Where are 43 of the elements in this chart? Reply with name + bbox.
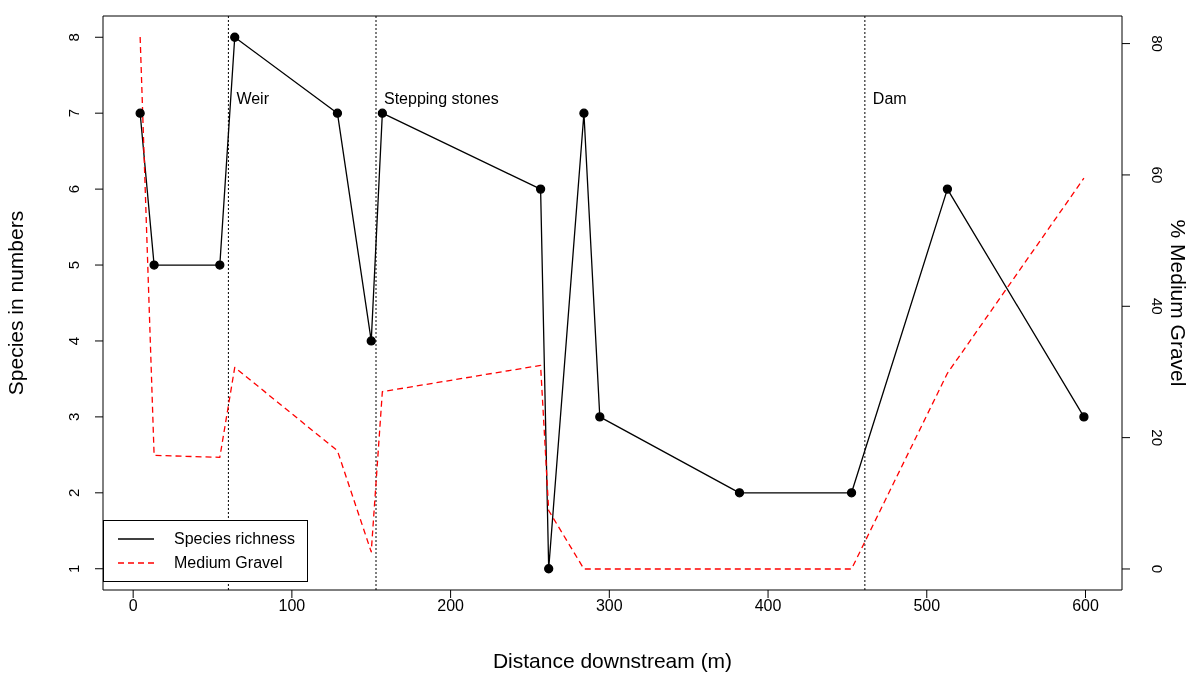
point <box>135 108 145 118</box>
x-tick-label: 500 <box>913 597 941 615</box>
legend-label: Species richness <box>174 530 295 548</box>
y-tick-label: 5 <box>65 260 82 270</box>
ref-line-label: Dam <box>872 90 907 107</box>
point <box>377 108 387 118</box>
point <box>535 184 546 194</box>
x-tick-label: 100 <box>278 597 306 615</box>
y2-tick-label: 20 <box>1149 429 1166 446</box>
point <box>579 108 589 118</box>
point <box>734 488 745 498</box>
point <box>230 32 240 42</box>
y-tick-label: 4 <box>65 336 82 346</box>
point <box>366 336 376 346</box>
ref-line-label: Stepping stones <box>384 90 499 107</box>
legend-label: Medium Gravel <box>174 554 283 572</box>
point <box>1079 412 1089 422</box>
y-tick-label: 1 <box>65 564 82 573</box>
y-tick-label: 6 <box>65 184 82 194</box>
point <box>846 488 857 498</box>
x-tick-label: 300 <box>595 597 623 615</box>
y-tick-label: 8 <box>65 33 82 42</box>
point <box>544 564 554 574</box>
x-tick-label: 400 <box>754 597 782 615</box>
x-tick-label: 0 <box>128 597 138 615</box>
y-tick-label: 7 <box>65 109 82 118</box>
point <box>149 260 159 270</box>
y2-axis-title: % Medium Gravel <box>1166 219 1190 387</box>
point <box>942 184 953 194</box>
y2-tick-label: 40 <box>1149 297 1166 315</box>
x-tick-label: 200 <box>437 597 465 615</box>
point <box>332 108 343 118</box>
x-axis-title: Distance downstream (m) <box>492 649 733 672</box>
y2-tick-label: 0 <box>1149 564 1166 574</box>
ref-line-label: Weir <box>236 90 270 107</box>
y-axis-title: Species in numbers <box>4 210 28 396</box>
y-tick-label: 3 <box>65 412 82 422</box>
y2-tick-label: 80 <box>1149 35 1166 52</box>
y-tick-label: 2 <box>65 488 82 497</box>
point <box>215 260 225 270</box>
point <box>595 412 605 422</box>
x-tick-label: 600 <box>1072 597 1099 615</box>
y2-tick-label: 60 <box>1149 166 1166 184</box>
